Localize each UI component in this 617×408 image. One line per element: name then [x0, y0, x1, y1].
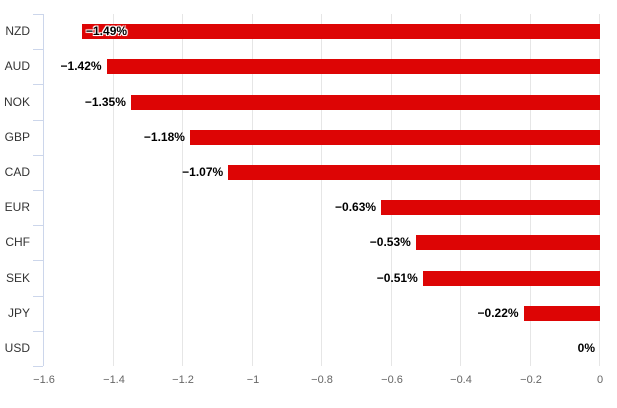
value-gridline	[182, 14, 183, 366]
bar-value-label: −1.49%	[86, 24, 128, 38]
category-label: JPY	[7, 306, 30, 320]
category-label: NZD	[5, 24, 30, 38]
category-axis-tick	[33, 190, 43, 191]
category-axis-line	[43, 14, 44, 366]
bar[interactable]	[190, 130, 600, 145]
bar-value-label: −0.63%	[335, 200, 377, 214]
value-axis-label: −0.2	[520, 374, 542, 386]
category-axis-tick	[33, 84, 43, 85]
bar[interactable]	[107, 59, 600, 74]
value-axis-label: −1.2	[172, 374, 194, 386]
bar-value-label: −0.51%	[376, 271, 418, 285]
category-label: USD	[4, 341, 30, 355]
category-axis-tick	[33, 14, 43, 15]
value-axis-label: −1.4	[103, 374, 125, 386]
bar[interactable]	[524, 306, 600, 321]
category-axis-tick	[33, 120, 43, 121]
category-label: NOK	[3, 95, 30, 109]
value-axis-label: −0.8	[311, 374, 333, 386]
category-label: SEK	[5, 271, 30, 285]
category-axis-tick	[33, 331, 43, 332]
value-axis-label: 0	[596, 374, 604, 386]
value-gridline	[530, 14, 531, 366]
bar[interactable]	[423, 271, 600, 286]
category-label: GBP	[4, 130, 30, 144]
category-label: CHF	[5, 235, 30, 249]
bar[interactable]	[416, 235, 600, 250]
category-label: EUR	[4, 200, 30, 214]
value-gridline	[391, 14, 392, 366]
bar-value-label: −0.53%	[369, 235, 411, 249]
category-label: CAD	[4, 165, 30, 179]
category-axis-tick	[33, 155, 43, 156]
category-axis-tick	[33, 366, 43, 367]
category-axis-tick	[33, 225, 43, 226]
category-axis-tick	[33, 260, 43, 261]
value-gridline	[113, 14, 114, 366]
bar[interactable]	[228, 165, 600, 180]
bar-value-label: −1.07%	[182, 165, 224, 179]
bar-value-label: 0%	[577, 341, 595, 355]
value-axis-label: −1.6	[33, 374, 55, 386]
value-gridline	[460, 14, 461, 366]
bar-value-label: −1.35%	[84, 95, 126, 109]
value-axis-label: −0.6	[381, 374, 403, 386]
value-gridline	[321, 14, 322, 366]
bar-value-label: −1.42%	[60, 59, 102, 73]
value-axis-label: −0.4	[450, 374, 472, 386]
bar[interactable]	[82, 24, 600, 39]
bar[interactable]	[381, 200, 600, 215]
value-axis-label: −1	[246, 374, 260, 386]
bar-value-label: −0.22%	[477, 306, 519, 320]
category-axis-tick	[33, 49, 43, 50]
category-axis-tick	[33, 296, 43, 297]
value-gridline	[599, 14, 600, 366]
value-gridline	[252, 14, 253, 366]
bar[interactable]	[131, 95, 600, 110]
bar-value-label: −1.18%	[143, 130, 185, 144]
category-label: AUD	[4, 59, 30, 73]
